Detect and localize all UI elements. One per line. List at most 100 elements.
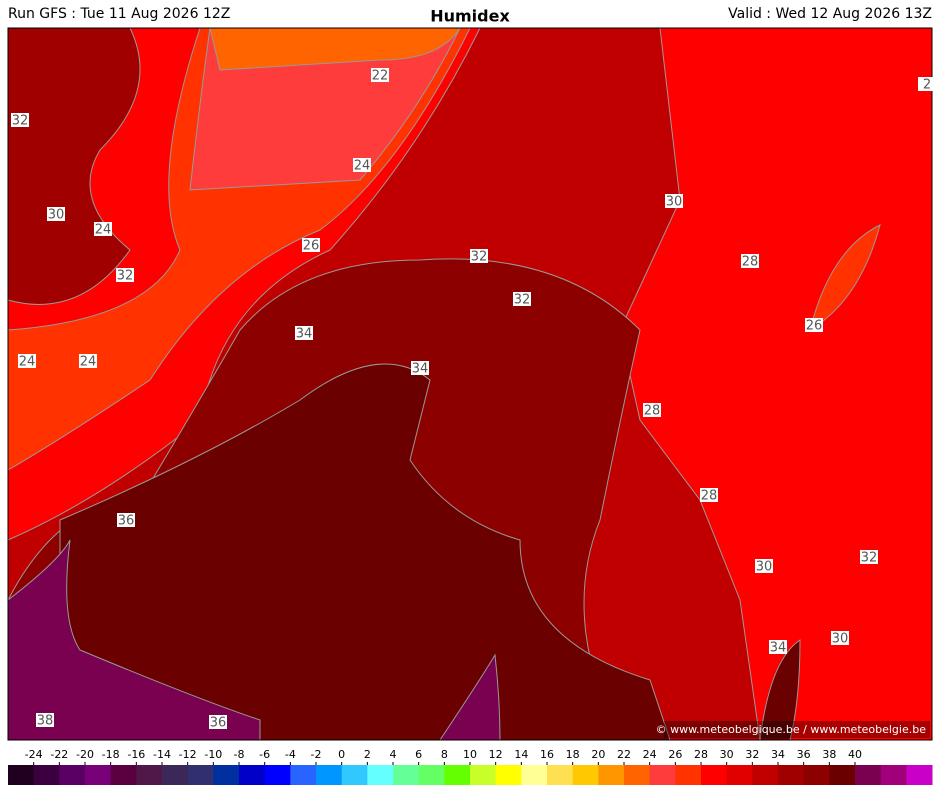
legend-tick-label: -22 [50,748,68,761]
valid-label: Valid : Wed 12 Aug 2026 13Z [728,6,932,22]
legend-tick-label: 28 [694,748,708,761]
legend-swatch [547,765,574,785]
contour-label-bg [860,550,878,564]
contour-label-bg [353,158,371,172]
field-orange-top [209,27,461,71]
legend-swatch [367,765,394,785]
legend-tick-label: -4 [285,748,296,761]
legend-tick-label: -20 [76,748,94,761]
legend-tick-label: 40 [848,748,862,761]
color-legend: -24 -22 -20 -18 -16 -14 -12 -10 -8 -6 -4 -2 0 2 4 6 8 10 1… [8,748,933,785]
contour-label: 24 [354,159,371,174]
legend-tick-label: 16 [540,748,554,761]
legend-tick-label: -16 [127,748,145,761]
contour-label-bg [513,292,531,306]
legend-tick-label: 6 [415,748,422,761]
legend-tick-label: -10 [204,748,222,761]
contour-labels: 22 32 24 30 24 26 32 32 32 34 24 24 34 28 26 30 28 28 36 32… [11,68,936,731]
legend-swatch [290,765,317,785]
contour-label: 32 [514,293,531,308]
legend-swatch [701,765,728,785]
contour-label: 28 [644,404,661,419]
legend-swatch [187,765,214,785]
contour-label: 2 [923,78,931,93]
contour-label-bg [18,354,36,368]
legend-swatch [213,765,240,785]
contour-label-bg [805,318,823,332]
map-area [7,27,933,741]
contour-label-bg [47,207,65,221]
contour-label: 38 [37,714,54,729]
contour-label-bg [741,254,759,268]
contour-label: 34 [412,362,429,377]
legend-tick-label: -12 [179,748,197,761]
legend-swatch [495,765,522,785]
contour-label: 26 [303,239,320,254]
legend-tick-label: 20 [591,748,605,761]
field-darkest-se [759,639,801,741]
contour-label-bg [470,249,488,263]
legend-swatch [572,765,599,785]
map-title: Humidex [430,7,510,26]
contour-label: 34 [296,327,313,342]
legend-tick-label: -18 [102,748,120,761]
field-light [189,27,461,191]
legend-swatch [59,765,86,785]
legend-swatch [855,765,882,785]
legend-tick-label: 4 [390,748,397,761]
legend-swatch [803,765,830,785]
legend-swatch [393,765,420,785]
contour-label: 22 [372,69,389,84]
legend-tick-label: 34 [771,748,785,761]
legend-swatch [752,765,779,785]
contour-label-bg [209,715,227,729]
contour-label: 32 [471,250,488,265]
legend-swatch [264,765,291,785]
legend-swatch [341,765,368,785]
legend-tick-label: -14 [153,748,171,761]
contour-label-bg [94,222,112,236]
contour-label-bg [755,559,773,573]
legend-swatch [33,765,60,785]
contour-label: 36 [210,716,227,731]
legend-tick-label: 14 [514,748,528,761]
field-darkest [59,363,671,741]
legend-swatch [675,765,702,785]
legend-swatch [85,765,112,785]
map-frame [7,27,933,741]
contour-label-bg [117,513,135,527]
legend-swatch [726,765,753,785]
legend-swatch [598,765,625,785]
contour-label: 24 [19,355,36,370]
legend-swatch [778,765,805,785]
legend-swatch [880,765,907,785]
contour-label-bg [918,77,936,91]
legend-tick-label: -6 [259,748,270,761]
contour-label-bg [116,268,134,282]
legend-swatch [8,765,35,785]
legend-swatch [110,765,137,785]
contour-label: 32 [12,114,29,129]
contour-label: 28 [701,489,718,504]
legend-tick-label: 24 [643,748,657,761]
field-orange [809,224,881,332]
legend-swatch [444,765,471,785]
legend-tick-label: 30 [720,748,734,761]
contour-label-bg [700,488,718,502]
run-label: Run GFS : Tue 11 Aug 2026 12Z [8,6,230,22]
legend-swatch [136,765,163,785]
contour-label: 34 [770,641,787,656]
contour-label: 30 [832,632,849,647]
contour-label: 32 [861,551,878,566]
legend-tick-label: 38 [822,748,836,761]
legend-swatch [316,765,343,785]
legend-tick-label: 26 [668,748,682,761]
legend-tick-label: -8 [234,748,245,761]
contour-label: 30 [756,560,773,575]
contour-label-bg [295,326,313,340]
credit: © www.meteobelgique.be / www.meteobelgie… [656,723,927,736]
legend-tick-label: 12 [489,748,503,761]
legend-tick-label: -24 [25,748,43,761]
contour-label-bg [371,68,389,82]
field-purple-2 [439,653,501,741]
